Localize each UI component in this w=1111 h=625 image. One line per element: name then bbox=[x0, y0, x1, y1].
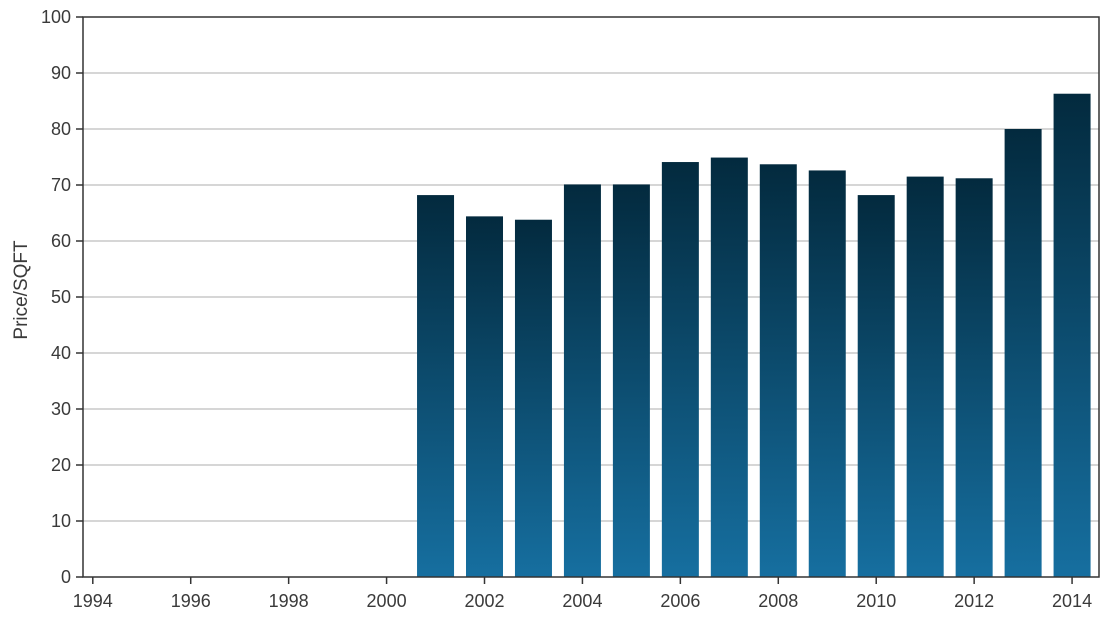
x-tick-label: 2000 bbox=[367, 591, 407, 611]
x-tick-label: 1998 bbox=[269, 591, 309, 611]
y-tick-label: 10 bbox=[51, 511, 71, 531]
bar-2013 bbox=[1004, 129, 1042, 577]
x-tick-label: 2006 bbox=[660, 591, 700, 611]
y-tick-label: 20 bbox=[51, 455, 71, 475]
bar-2008 bbox=[759, 164, 797, 577]
x-tick-label: 2002 bbox=[464, 591, 504, 611]
tick-labels: 0 10 20 30 40 50 60 70 80 90 100 1994 1996 1998 2000 20… bbox=[41, 7, 1092, 611]
y-tick-label: 60 bbox=[51, 231, 71, 251]
bar-2007 bbox=[710, 157, 748, 577]
bars bbox=[417, 93, 1091, 578]
y-tick-label: 70 bbox=[51, 175, 71, 195]
y-tick-label: 0 bbox=[61, 567, 71, 587]
x-tick-label: 2014 bbox=[1052, 591, 1092, 611]
axes bbox=[76, 16, 1100, 584]
y-axis-title: Price/SQFT bbox=[11, 240, 32, 340]
bar-2004 bbox=[563, 184, 601, 577]
y-tick-label: 80 bbox=[51, 119, 71, 139]
bar-2009 bbox=[808, 170, 846, 577]
bar-2012 bbox=[955, 178, 993, 577]
y-tick-label: 100 bbox=[41, 7, 71, 27]
x-tick-label: 1996 bbox=[171, 591, 211, 611]
x-tick-label: 2004 bbox=[562, 591, 602, 611]
bar-2005 bbox=[612, 184, 650, 577]
bar-2006 bbox=[661, 162, 699, 578]
x-tick-label: 2008 bbox=[758, 591, 798, 611]
y-tick-label: 90 bbox=[51, 63, 71, 83]
x-tick-label: 1994 bbox=[73, 591, 113, 611]
bar-2014 bbox=[1053, 93, 1091, 577]
bar-2001 bbox=[417, 195, 455, 577]
y-tick-label: 50 bbox=[51, 287, 71, 307]
x-tick-label: 2012 bbox=[954, 591, 994, 611]
bar-2010 bbox=[857, 195, 895, 577]
bar-2002 bbox=[466, 216, 504, 578]
bar-2011 bbox=[906, 176, 944, 577]
bar-2003 bbox=[514, 219, 552, 577]
x-tick-label: 2010 bbox=[856, 591, 896, 611]
y-tick-label: 30 bbox=[51, 399, 71, 419]
y-tick-label: 40 bbox=[51, 343, 71, 363]
